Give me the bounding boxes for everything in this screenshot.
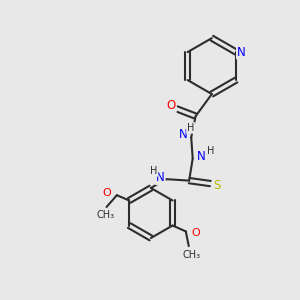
- Text: H: H: [187, 123, 194, 133]
- Text: N: N: [237, 46, 246, 59]
- Text: O: O: [103, 188, 112, 198]
- Text: N: N: [178, 128, 188, 142]
- Text: CH₃: CH₃: [96, 210, 114, 220]
- Text: H: H: [207, 146, 214, 156]
- Text: O: O: [191, 228, 200, 238]
- Text: H: H: [150, 166, 158, 176]
- Text: N: N: [196, 150, 205, 163]
- Text: S: S: [213, 178, 220, 191]
- Text: N: N: [156, 171, 165, 184]
- Text: O: O: [167, 99, 176, 112]
- Text: CH₃: CH₃: [182, 250, 200, 260]
